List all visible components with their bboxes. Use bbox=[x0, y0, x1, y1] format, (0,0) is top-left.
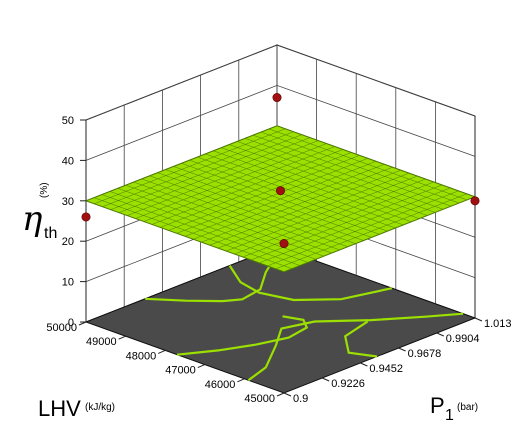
surface-mesh-line bbox=[268, 128, 468, 201]
p1-tick-label: 0.9452 bbox=[369, 363, 403, 375]
y-axis-label: P bbox=[430, 393, 445, 418]
p1-tick-mark bbox=[474, 317, 483, 322]
lhv-tick-label: 45000 bbox=[244, 393, 275, 405]
p1-tick-label: 0.9678 bbox=[408, 348, 442, 360]
z-axis-unit: (%) bbox=[39, 182, 50, 198]
design-points bbox=[81, 93, 480, 249]
surface-mesh-line bbox=[102, 131, 294, 207]
z-axis-subscript: th bbox=[44, 225, 57, 242]
x-axis-label: LHV bbox=[38, 396, 81, 421]
p1-tick-label: 0.9226 bbox=[331, 378, 365, 390]
z-tick-label: 30 bbox=[62, 196, 74, 208]
lhv-tick-mark bbox=[158, 349, 166, 354]
contour-line bbox=[343, 320, 378, 358]
contour-line bbox=[247, 312, 464, 382]
axis-labels: η th (%) LHV (kJ/kg) P 1 (bar) bbox=[22, 182, 478, 424]
response-surface bbox=[84, 125, 477, 273]
lhv-tick-label: 50000 bbox=[46, 322, 77, 334]
z-tick-label: 40 bbox=[62, 155, 74, 167]
p1-tick-mark bbox=[360, 362, 368, 367]
lhv-tick-mark bbox=[78, 321, 87, 326]
surface-mesh-line bbox=[260, 131, 460, 204]
lhv-tick-mark bbox=[276, 392, 285, 397]
design-point bbox=[470, 196, 480, 206]
z-axis-symbol: η bbox=[22, 199, 43, 239]
z-tick-label: 0 bbox=[68, 317, 74, 329]
design-point bbox=[279, 239, 289, 249]
y-axis-subscript: 1 bbox=[445, 407, 454, 424]
surface-mesh-line bbox=[94, 128, 286, 204]
p1-tick-mark bbox=[436, 332, 444, 337]
lhv-tick-label: 47000 bbox=[165, 365, 196, 377]
surface-mesh-line bbox=[253, 134, 452, 207]
p1-tick-mark bbox=[322, 377, 330, 382]
y-axis-unit: (bar) bbox=[457, 402, 478, 413]
contour-line bbox=[176, 315, 309, 356]
surface-mesh-line bbox=[245, 138, 444, 210]
design-point bbox=[81, 212, 91, 222]
tick-labels: 0 10 20 30 40 50 45000 46000 47000 48000 49000 5000… bbox=[46, 115, 511, 405]
surface-mesh-line bbox=[110, 134, 302, 210]
lhv-tick-label: 48000 bbox=[126, 350, 157, 362]
p1-tick-label: 0.9 bbox=[293, 393, 308, 405]
design-point bbox=[272, 93, 282, 103]
contour-line bbox=[228, 265, 393, 302]
z-tick-label: 20 bbox=[62, 236, 74, 248]
z-tick-label: 50 bbox=[62, 115, 74, 127]
lhv-tick-label: 46000 bbox=[205, 379, 236, 391]
lhv-tick-mark bbox=[237, 378, 245, 383]
p1-tick-label: 1.013 bbox=[484, 318, 512, 330]
lhv-tick-mark bbox=[197, 364, 205, 369]
lhv-tick-label: 49000 bbox=[86, 336, 117, 348]
lhv-tick-mark bbox=[118, 335, 126, 340]
p1-tick-mark bbox=[283, 392, 292, 397]
p1-tick-label: 0.9904 bbox=[446, 333, 480, 345]
p1-tick-mark bbox=[398, 347, 406, 352]
design-point bbox=[275, 186, 285, 196]
z-tick-label: 10 bbox=[62, 277, 74, 289]
x-axis-unit: (kJ/kg) bbox=[85, 402, 115, 413]
